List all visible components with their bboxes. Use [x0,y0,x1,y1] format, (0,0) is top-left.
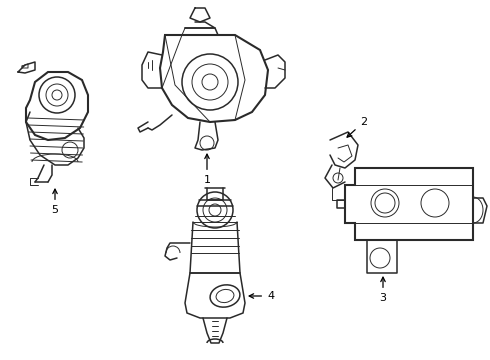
Text: 4: 4 [249,291,274,301]
Text: 1: 1 [203,154,211,185]
Text: 5: 5 [51,189,58,215]
Text: 3: 3 [379,277,387,303]
Text: 2: 2 [347,117,367,137]
